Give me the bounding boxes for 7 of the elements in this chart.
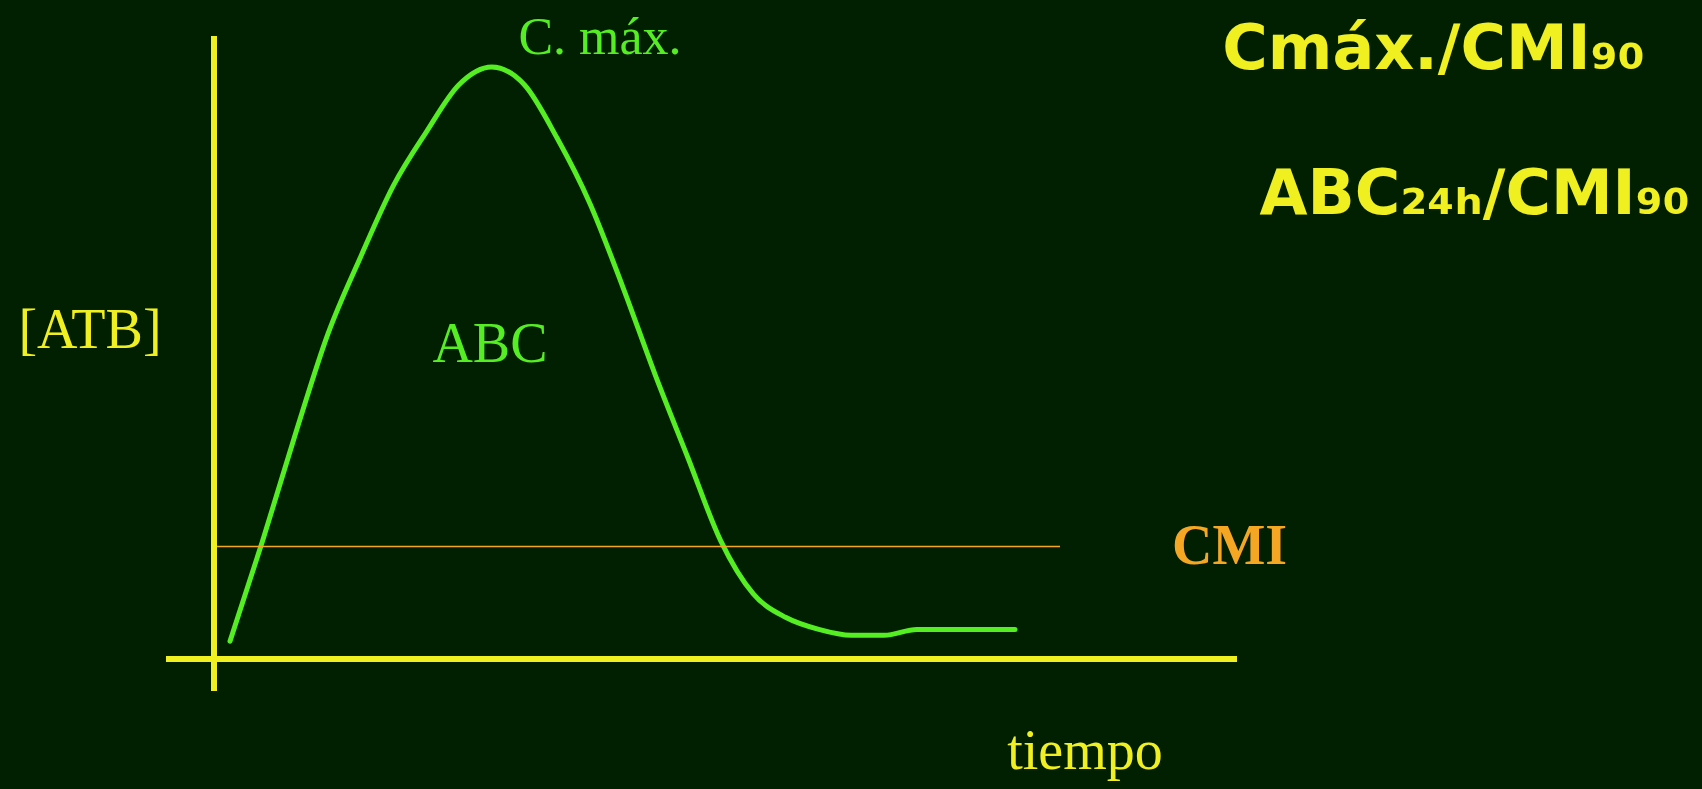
ref-line-label: CMI xyxy=(1172,513,1288,576)
text: C. máx. xyxy=(518,8,682,65)
text: Cmáx./CMI₉₀ xyxy=(1222,11,1645,84)
text: ABC₂₄ₕ/CMI₉₀ xyxy=(1259,156,1690,229)
annotation: ABC xyxy=(432,312,548,374)
x-axis-title: tiempo xyxy=(1007,719,1163,781)
y-axis-title: [ATB] xyxy=(18,298,162,360)
